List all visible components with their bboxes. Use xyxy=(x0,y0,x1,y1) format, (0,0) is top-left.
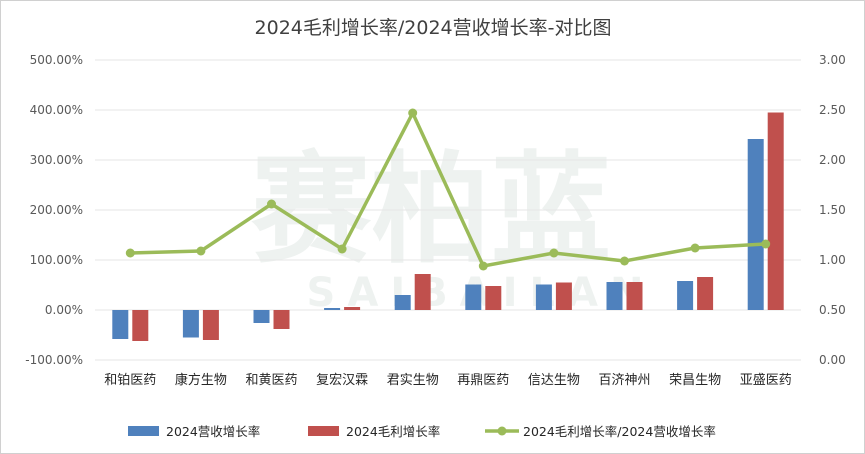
category-label: 荣昌生物 xyxy=(669,373,721,388)
bar xyxy=(182,310,199,338)
bar xyxy=(414,274,431,310)
right-tick-label: 0.50 xyxy=(819,303,846,317)
line-point xyxy=(549,248,559,258)
chart-title: 2024毛利增长率/2024营收增长率-对比图 xyxy=(255,17,612,39)
line-point xyxy=(337,244,347,254)
right-tick-label: 2.00 xyxy=(819,153,846,167)
left-tick-label: 200.00% xyxy=(30,203,83,217)
bar xyxy=(465,284,482,310)
legend-swatch xyxy=(308,426,339,436)
series-line xyxy=(130,111,766,268)
right-tick-label: 3.00 xyxy=(819,53,846,67)
bar xyxy=(273,310,290,329)
category-label: 康方生物 xyxy=(175,372,227,388)
right-axis: 3.00 2.50 2.00 1.50 1.00 0.50 0.00 xyxy=(819,53,846,367)
bars-layer xyxy=(112,112,784,341)
bar xyxy=(394,295,411,310)
left-tick-label: 400.00% xyxy=(30,103,83,117)
bar xyxy=(606,282,623,310)
bar xyxy=(747,139,764,310)
legend-label: 2024毛利增长率/2024营收增长率 xyxy=(523,424,716,439)
bar xyxy=(767,112,784,310)
line-point xyxy=(690,243,700,253)
line-point xyxy=(196,246,206,256)
bar xyxy=(202,310,219,340)
line-point xyxy=(408,108,418,118)
left-tick-label: 100.00% xyxy=(30,253,83,267)
category-label: 百济神州 xyxy=(598,373,650,388)
right-tick-label: 2.50 xyxy=(819,103,846,117)
right-tick-label: 1.00 xyxy=(819,253,846,267)
right-tick-label: 0.00 xyxy=(819,353,846,367)
bar xyxy=(697,277,714,310)
legend: 2024营收增长率 2024毛利增长率 2024毛利增长率/2024营收增长率 xyxy=(128,424,716,439)
left-axis: 500.00% 400.00% 300.00% 200.00% 100.00% 0.00%… xyxy=(25,53,83,367)
line-layer xyxy=(125,108,771,271)
category-label: 君实生物 xyxy=(387,373,439,388)
category-axis: 和铂医药 康方生物 和黄医药 复宏汉霖 君实生物 再鼎医药 信达生物 百济神州 荣昌生物 亚盛医药 xyxy=(104,372,791,388)
category-label: 再鼎医药 xyxy=(457,373,509,388)
left-tick-label: 300.00% xyxy=(30,153,83,167)
legend-marker xyxy=(497,426,507,436)
category-label: 和铂医药 xyxy=(104,372,156,388)
line-point xyxy=(267,199,276,209)
bar xyxy=(344,307,361,310)
bar xyxy=(253,310,270,323)
bar xyxy=(535,284,552,310)
category-label: 复宏汉霖 xyxy=(316,373,368,388)
bar xyxy=(485,286,502,310)
category-label: 和黄医药 xyxy=(245,373,297,388)
bar xyxy=(112,310,129,339)
category-label: 信达生物 xyxy=(528,373,580,388)
bar xyxy=(324,308,341,310)
line-point xyxy=(620,256,629,266)
line-point xyxy=(125,248,135,258)
bar xyxy=(677,281,694,310)
bar xyxy=(555,282,572,310)
line-point xyxy=(761,239,771,249)
legend-swatch xyxy=(128,426,159,436)
right-tick-label: 1.50 xyxy=(819,203,846,217)
legend-label: 2024营收增长率 xyxy=(166,424,260,439)
line-point xyxy=(478,261,488,271)
left-tick-label: -100.00% xyxy=(25,353,83,367)
bar xyxy=(132,310,149,341)
left-tick-label: 500.00% xyxy=(30,53,83,67)
category-label: 亚盛医药 xyxy=(740,373,792,388)
bar xyxy=(626,282,643,310)
legend-label: 2024毛利增长率 xyxy=(346,424,440,439)
left-tick-label: 0.00% xyxy=(45,303,83,317)
